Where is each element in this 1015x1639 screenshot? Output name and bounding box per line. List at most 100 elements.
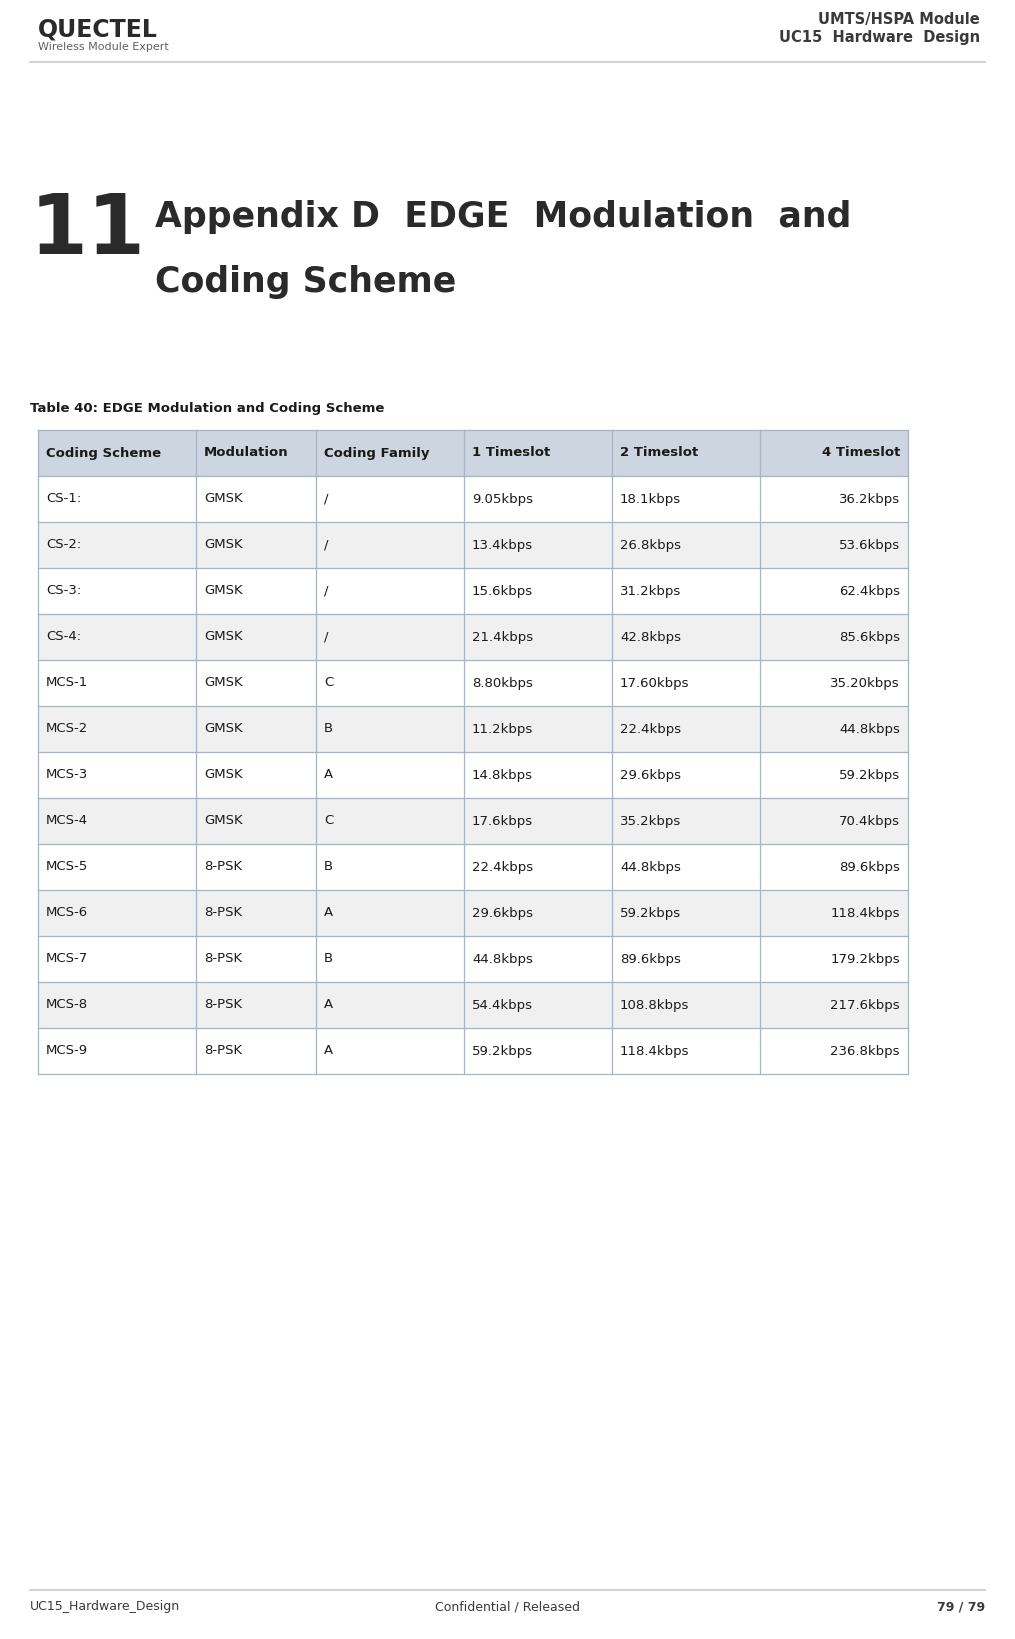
Text: MCS-3: MCS-3: [46, 769, 88, 782]
Text: MCS-5: MCS-5: [46, 860, 88, 874]
Text: MCS-7: MCS-7: [46, 952, 88, 965]
Text: QUECTEL: QUECTEL: [38, 18, 158, 43]
Bar: [38, 661, 908, 706]
Text: /: /: [324, 585, 329, 598]
Bar: [38, 890, 908, 936]
Text: 85.6kbps: 85.6kbps: [839, 631, 900, 644]
Text: 22.4kbps: 22.4kbps: [472, 860, 533, 874]
Text: /: /: [324, 631, 329, 644]
Text: Coding Scheme: Coding Scheme: [155, 266, 457, 298]
Bar: [38, 798, 908, 844]
Text: 108.8kbps: 108.8kbps: [620, 998, 689, 1011]
Text: 29.6kbps: 29.6kbps: [472, 906, 533, 919]
Text: CS-2:: CS-2:: [46, 539, 81, 551]
Text: 8-PSK: 8-PSK: [204, 1044, 243, 1057]
Text: 217.6kbps: 217.6kbps: [830, 998, 900, 1011]
Text: 179.2kbps: 179.2kbps: [830, 952, 900, 965]
Text: 236.8kbps: 236.8kbps: [830, 1044, 900, 1057]
Text: 13.4kbps: 13.4kbps: [472, 539, 533, 551]
Text: 8-PSK: 8-PSK: [204, 860, 243, 874]
Text: 14.8kbps: 14.8kbps: [472, 769, 533, 782]
Text: 53.6kbps: 53.6kbps: [838, 539, 900, 551]
Text: /: /: [324, 492, 329, 505]
Text: 44.8kbps: 44.8kbps: [472, 952, 533, 965]
Text: GMSK: GMSK: [204, 631, 243, 644]
Text: 1 Timeslot: 1 Timeslot: [472, 446, 550, 459]
Text: 59.2kbps: 59.2kbps: [838, 769, 900, 782]
Text: 31.2kbps: 31.2kbps: [620, 585, 681, 598]
Text: 17.6kbps: 17.6kbps: [472, 815, 533, 828]
Text: MCS-4: MCS-4: [46, 815, 88, 828]
Text: Coding Scheme: Coding Scheme: [46, 446, 161, 459]
Text: 79 / 79: 79 / 79: [937, 1600, 985, 1613]
Text: CS-3:: CS-3:: [46, 585, 81, 598]
Text: 35.20kbps: 35.20kbps: [830, 677, 900, 690]
Text: 29.6kbps: 29.6kbps: [620, 769, 681, 782]
Text: 11: 11: [30, 190, 146, 270]
Text: MCS-1: MCS-1: [46, 677, 88, 690]
Bar: [38, 936, 908, 982]
Bar: [38, 475, 908, 521]
Text: MCS-6: MCS-6: [46, 906, 88, 919]
Text: A: A: [324, 906, 333, 919]
Text: A: A: [324, 1044, 333, 1057]
Bar: [38, 706, 908, 752]
Text: C: C: [324, 677, 333, 690]
Text: 89.6kbps: 89.6kbps: [839, 860, 900, 874]
Text: 59.2kbps: 59.2kbps: [620, 906, 681, 919]
Text: 44.8kbps: 44.8kbps: [620, 860, 681, 874]
Text: Modulation: Modulation: [204, 446, 288, 459]
Text: CS-1:: CS-1:: [46, 492, 81, 505]
Text: 89.6kbps: 89.6kbps: [620, 952, 681, 965]
Text: 9.05kbps: 9.05kbps: [472, 492, 533, 505]
Text: 70.4kbps: 70.4kbps: [839, 815, 900, 828]
Text: 17.60kbps: 17.60kbps: [620, 677, 689, 690]
Text: 59.2kbps: 59.2kbps: [472, 1044, 533, 1057]
Bar: [38, 752, 908, 798]
Text: MCS-8: MCS-8: [46, 998, 88, 1011]
Text: GMSK: GMSK: [204, 677, 243, 690]
Text: 44.8kbps: 44.8kbps: [839, 723, 900, 736]
Text: 8-PSK: 8-PSK: [204, 998, 243, 1011]
Text: 22.4kbps: 22.4kbps: [620, 723, 681, 736]
Text: 2 Timeslot: 2 Timeslot: [620, 446, 698, 459]
Text: B: B: [324, 723, 333, 736]
Text: Wireless Module Expert: Wireless Module Expert: [38, 43, 168, 52]
Text: 21.4kbps: 21.4kbps: [472, 631, 533, 644]
Bar: [38, 982, 908, 1028]
Bar: [38, 569, 908, 615]
Bar: [38, 615, 908, 661]
Text: 8.80kbps: 8.80kbps: [472, 677, 533, 690]
Text: UC15  Hardware  Design: UC15 Hardware Design: [779, 30, 980, 44]
Text: 36.2kbps: 36.2kbps: [838, 492, 900, 505]
Bar: [38, 429, 908, 475]
Text: B: B: [324, 952, 333, 965]
Text: A: A: [324, 769, 333, 782]
Text: 118.4kbps: 118.4kbps: [620, 1044, 689, 1057]
Text: Confidential / Released: Confidential / Released: [435, 1600, 580, 1613]
Text: 8-PSK: 8-PSK: [204, 952, 243, 965]
Text: C: C: [324, 815, 333, 828]
Text: MCS-9: MCS-9: [46, 1044, 88, 1057]
Text: CS-4:: CS-4:: [46, 631, 81, 644]
Text: GMSK: GMSK: [204, 815, 243, 828]
Text: 35.2kbps: 35.2kbps: [620, 815, 681, 828]
Text: 118.4kbps: 118.4kbps: [830, 906, 900, 919]
Bar: [38, 844, 908, 890]
Text: 4 Timeslot: 4 Timeslot: [821, 446, 900, 459]
Text: 42.8kbps: 42.8kbps: [620, 631, 681, 644]
Text: GMSK: GMSK: [204, 769, 243, 782]
Text: 15.6kbps: 15.6kbps: [472, 585, 533, 598]
Text: Coding Family: Coding Family: [324, 446, 429, 459]
Text: GMSK: GMSK: [204, 723, 243, 736]
Text: Appendix D  EDGE  Modulation  and: Appendix D EDGE Modulation and: [155, 200, 852, 234]
Text: 8-PSK: 8-PSK: [204, 906, 243, 919]
Text: MCS-2: MCS-2: [46, 723, 88, 736]
Text: UMTS/HSPA Module: UMTS/HSPA Module: [818, 11, 980, 26]
Text: 18.1kbps: 18.1kbps: [620, 492, 681, 505]
Text: 54.4kbps: 54.4kbps: [472, 998, 533, 1011]
Text: /: /: [324, 539, 329, 551]
Text: UC15_Hardware_Design: UC15_Hardware_Design: [30, 1600, 180, 1613]
Text: Table 40: EDGE Modulation and Coding Scheme: Table 40: EDGE Modulation and Coding Sch…: [30, 402, 385, 415]
Bar: [38, 1028, 908, 1074]
